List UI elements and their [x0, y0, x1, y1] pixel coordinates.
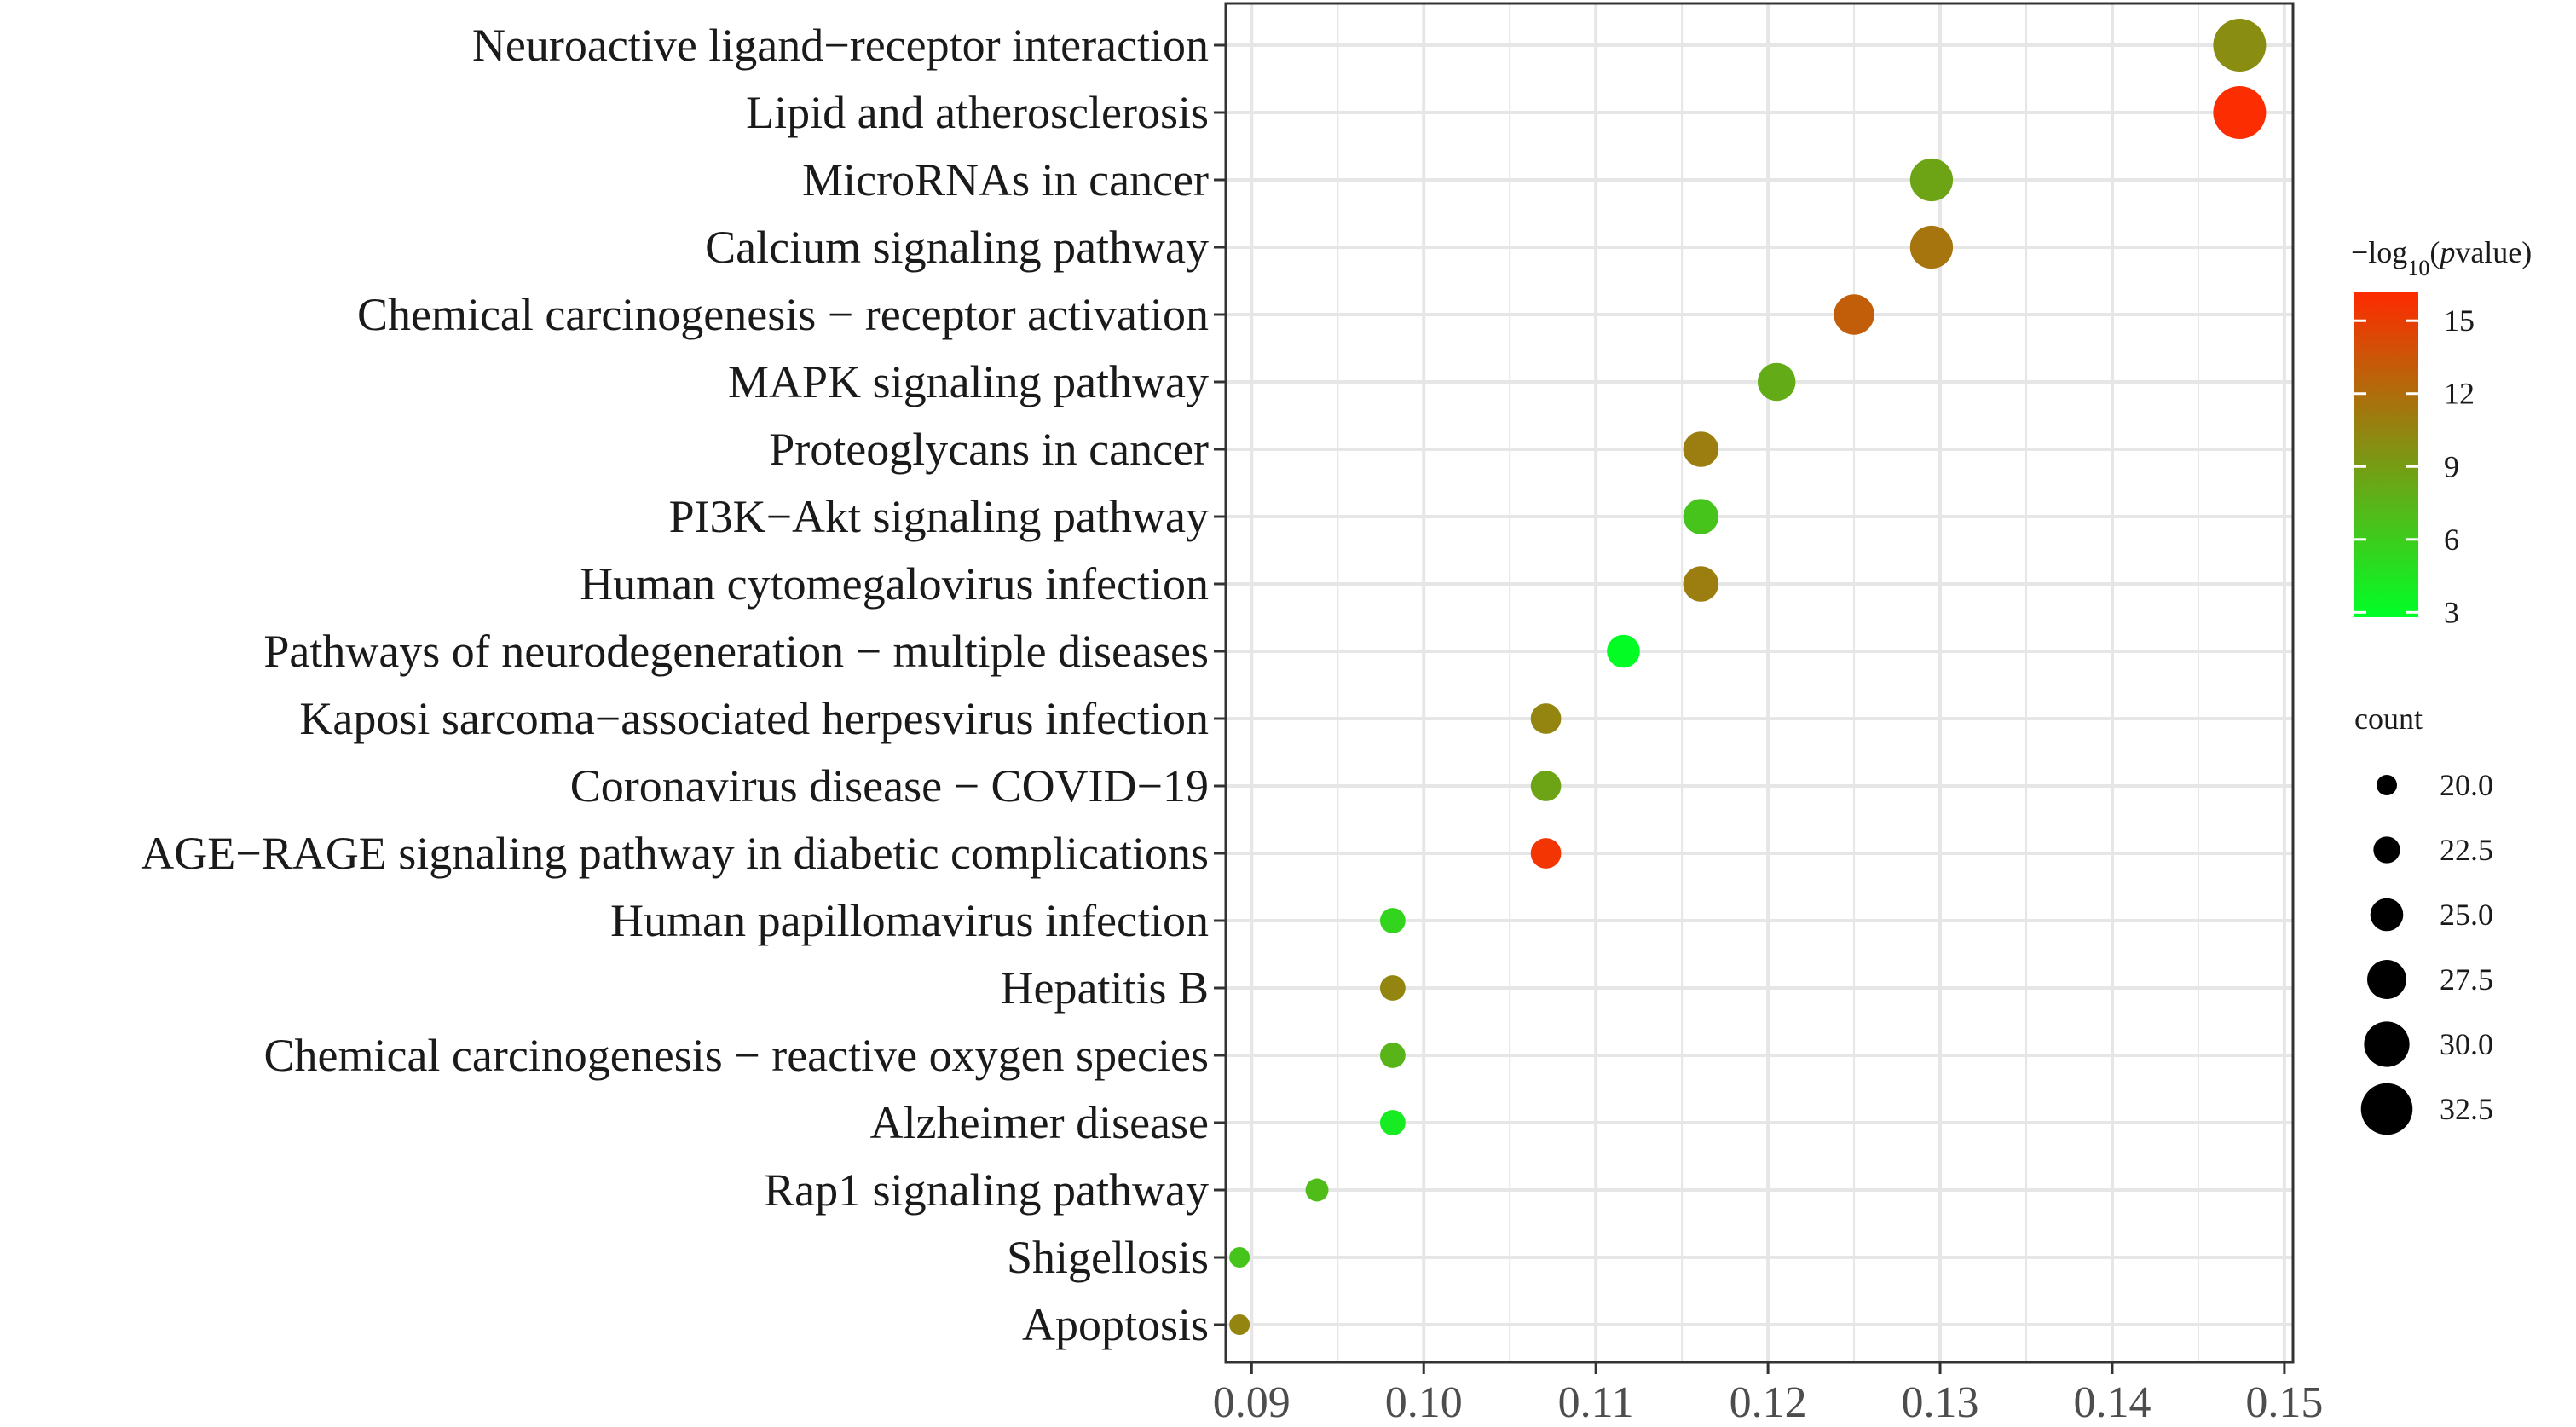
category-label: Neuroactive ligand−receptor interaction [472, 20, 1209, 71]
color-legend-label: 15 [2444, 303, 2475, 338]
data-point [2213, 19, 2267, 72]
data-point [1909, 225, 1954, 269]
size-legend: count 20.0 22.5 25.0 27.5 30.0 32.5 [2354, 702, 2493, 1135]
data-point [1530, 703, 1562, 734]
category-label: Human cytomegalovirus infection [580, 558, 1209, 610]
axes [1214, 2, 2295, 1374]
size-legend-label: 22.5 [2440, 833, 2493, 867]
category-label: Apoptosis [1022, 1299, 1209, 1350]
category-label: MicroRNAs in cancer [802, 154, 1209, 205]
data-point [1757, 362, 1796, 402]
color-legend-bar [2354, 292, 2418, 617]
data-point [1379, 908, 1406, 933]
size-legend-dot [2370, 898, 2404, 932]
color-legend-label: 12 [2444, 377, 2475, 411]
category-label: Alzheimer disease [870, 1097, 1209, 1148]
size-legend-dot [2377, 775, 2397, 795]
x-tick-label: 0.10 [1385, 1378, 1463, 1427]
data-point [1683, 499, 1719, 534]
data-point [1530, 771, 1562, 801]
data-point [1683, 566, 1719, 602]
size-legend-label: 25.0 [2440, 898, 2493, 932]
x-tick-label: 0.11 [1558, 1378, 1634, 1427]
size-legend-title: count [2354, 702, 2423, 736]
data-point [1379, 975, 1406, 1001]
color-legend: −log10(pvalue) 3 6 9 12 15 [2351, 235, 2532, 629]
x-tick-label: 0.15 [2245, 1378, 2323, 1427]
category-label: Pathways of neurodegeneration − multiple… [263, 626, 1209, 677]
plot-border [1224, 2, 2295, 1364]
category-labels: Neuroactive ligand−receptor interaction L… [141, 20, 1209, 1350]
color-legend-label: 9 [2444, 449, 2459, 483]
x-tick-label: 0.12 [1730, 1378, 1807, 1427]
size-legend-dot [2367, 960, 2406, 999]
x-tick-labels: 0.09 0.10 0.11 0.12 0.13 0.14 0.15 [1213, 1378, 2324, 1427]
category-label: Chemical carcinogenesis − receptor activ… [357, 289, 1209, 340]
data-point [1379, 1043, 1406, 1068]
size-legend-label: 30.0 [2440, 1027, 2493, 1061]
category-label: Rap1 signaling pathway [764, 1164, 1209, 1216]
category-label: PI3K−Akt signaling pathway [669, 491, 1209, 542]
category-label: Coronavirus disease − COVID−19 [570, 760, 1209, 812]
category-label: Hepatitis B [1001, 962, 1209, 1014]
size-legend-label: 20.0 [2440, 768, 2493, 802]
data-point [1834, 294, 1874, 335]
data-point [1305, 1178, 1329, 1202]
x-tick-label: 0.13 [1902, 1378, 1979, 1427]
category-label: Shigellosis [1007, 1232, 1209, 1283]
category-label: Kaposi sarcoma−associated herpesvirus in… [299, 693, 1209, 744]
data-point [1229, 1247, 1250, 1268]
data-points [1229, 19, 2267, 1335]
size-legend-label: 27.5 [2440, 962, 2493, 997]
x-tick-label: 0.14 [2073, 1378, 2151, 1427]
category-label: Lipid and atherosclerosis [746, 87, 1209, 138]
color-legend-label: 6 [2444, 523, 2459, 557]
data-point [1909, 158, 1954, 202]
size-legend-dot [2373, 836, 2400, 864]
grid-lines [1226, 3, 2293, 1362]
category-label: Proteoglycans in cancer [769, 424, 1209, 475]
category-label: Human papillomavirus infection [610, 895, 1209, 946]
category-label: MAPK signaling pathway [728, 356, 1209, 407]
plot-panel [1226, 3, 2293, 1362]
color-legend-title: −log10(pvalue) [2351, 235, 2532, 280]
size-legend-label: 32.5 [2440, 1092, 2493, 1126]
size-legend-dot [2364, 1021, 2410, 1067]
data-point [1530, 838, 1562, 869]
category-label: Calcium signaling pathway [705, 222, 1209, 273]
x-tick-label: 0.09 [1213, 1378, 1291, 1427]
data-point [1607, 634, 1640, 668]
data-point [1379, 1110, 1406, 1135]
category-label: Chemical carcinogenesis − reactive oxyge… [263, 1030, 1209, 1081]
plot-background [1226, 3, 2293, 1362]
data-point [2213, 86, 2267, 139]
legends: −log10(pvalue) 3 6 9 12 15 count 20.0 22.5 25.0 27… [2351, 235, 2532, 1135]
color-legend-label: 3 [2444, 595, 2459, 629]
data-point [1229, 1314, 1250, 1335]
data-point [1683, 431, 1719, 467]
category-label: AGE−RAGE signaling pathway in diabetic c… [141, 828, 1209, 879]
size-legend-dot [2360, 1083, 2413, 1135]
